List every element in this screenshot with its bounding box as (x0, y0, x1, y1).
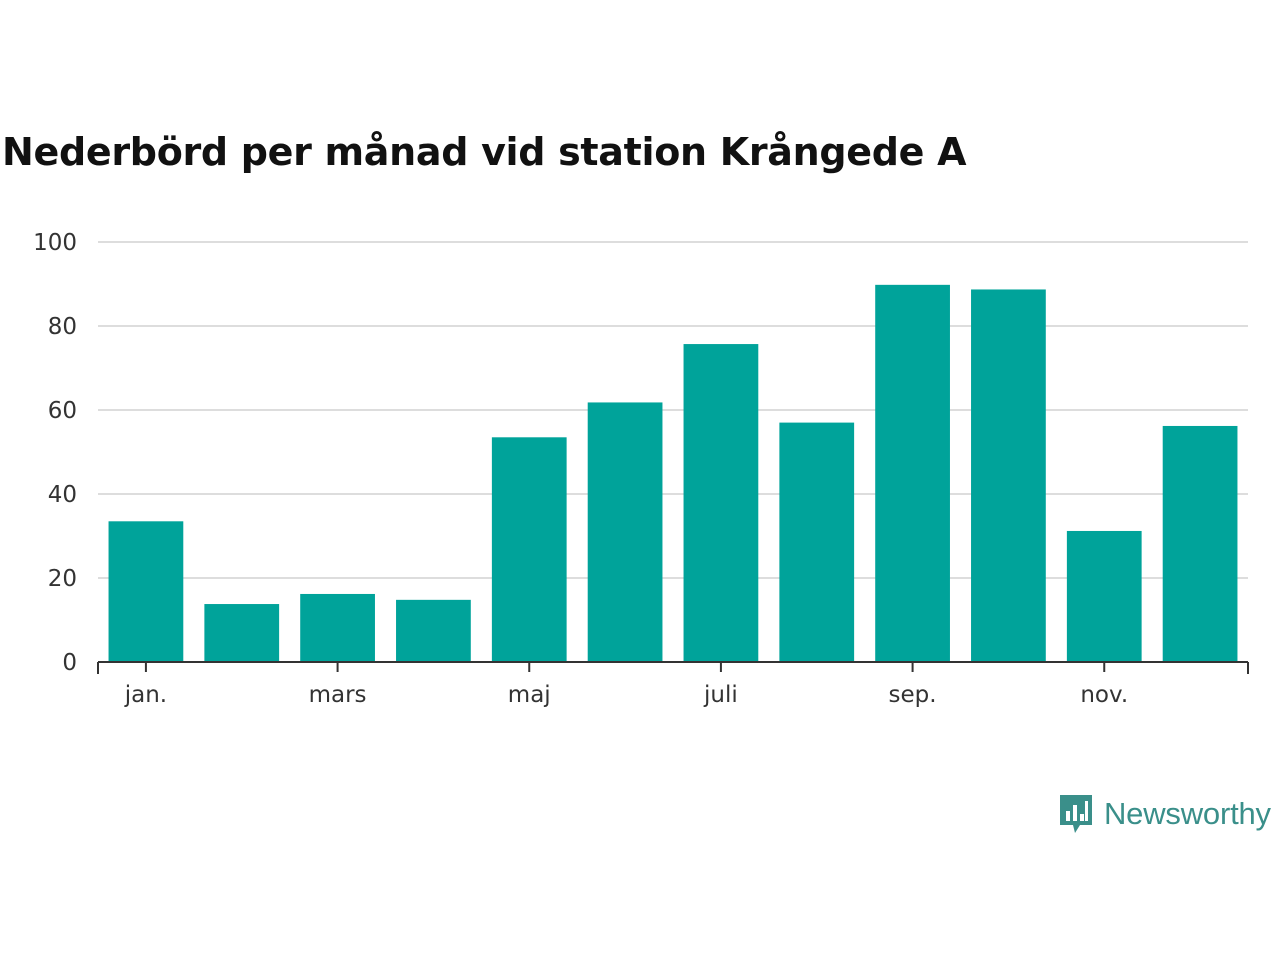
y-tick-label: 20 (48, 566, 77, 592)
bars (108, 284, 1238, 662)
x-tick-label: jan. (124, 682, 167, 708)
brand-logo: Newsworthy (1058, 790, 1271, 838)
x-tick-label: juli (703, 682, 738, 708)
axes: 0 20 40 60 80 100 jan. mars maj juli sep. nov. (33, 230, 1249, 708)
y-tick-label: 40 (48, 482, 77, 508)
bar-okt (971, 289, 1046, 662)
bar-sep (875, 284, 950, 662)
x-tick-label: maj (508, 682, 551, 708)
x-tick-label: mars (309, 682, 367, 708)
bar-apr (396, 599, 471, 662)
bar-juli (683, 344, 759, 662)
gridlines (98, 241, 1248, 579)
bar-feb (204, 604, 280, 662)
chart-title: Nederbörd per månad vid station Krångede… (2, 130, 967, 174)
bar-aug (779, 422, 855, 662)
bar-mars (300, 593, 375, 662)
newsworthy-logo-icon (1060, 795, 1092, 833)
bar-juni (587, 402, 663, 662)
bar-nov (1066, 530, 1142, 662)
bar-jan (108, 521, 184, 662)
y-tick-label: 60 (48, 398, 77, 424)
y-tick-label: 100 (33, 230, 77, 256)
y-tick-label: 0 (62, 650, 77, 676)
bar-maj (491, 437, 567, 662)
brand-name: Newsworthy (1104, 796, 1271, 831)
bar-dec (1162, 425, 1238, 662)
x-tick-label: nov. (1080, 682, 1128, 708)
y-tick-label: 80 (48, 314, 77, 340)
x-tick-label: sep. (889, 682, 937, 708)
